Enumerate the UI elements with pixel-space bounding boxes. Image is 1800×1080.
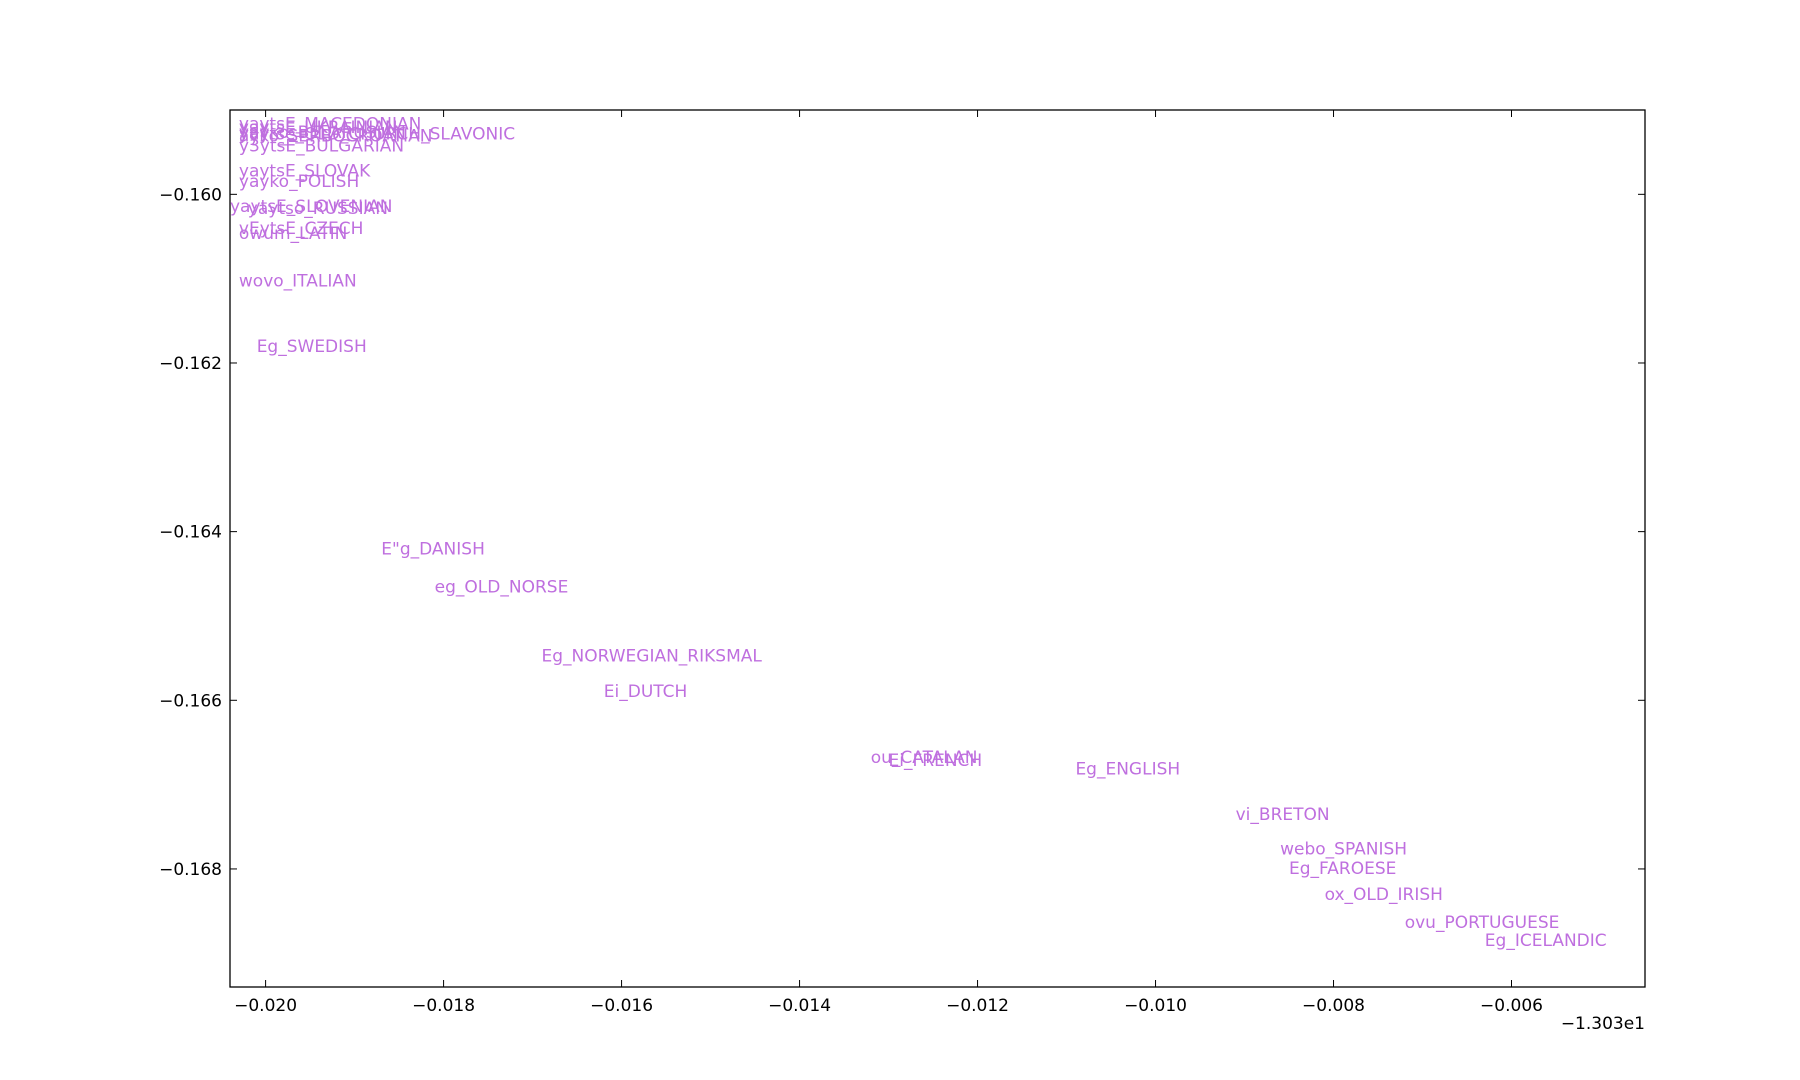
point-label: webo_SPANISH <box>1280 840 1407 860</box>
point-label: ayko_SERBOCROATIAN <box>239 126 433 146</box>
point-label: yaytso_RUSSIAN <box>248 199 388 219</box>
point-label: yaytsE_SLOVENIAN <box>230 197 393 217</box>
point-label: vEytsE_CZECH <box>239 219 364 239</box>
x-tick-label: −0.012 <box>946 996 1009 1016</box>
point-label: yaytsE_UKRAINIAN <box>239 118 398 138</box>
y-tick-label: −0.162 <box>159 354 222 374</box>
point-label: vi_BRETON <box>1236 805 1330 825</box>
x-offset-label: −1.303e1 <box>1561 1014 1645 1034</box>
point-label: owum_LATIN <box>239 224 347 244</box>
plot-area <box>229 109 1646 988</box>
point-label: ou_CATALAN <box>871 748 978 768</box>
x-tick-label: −0.008 <box>1302 996 1365 1016</box>
point-label: E"g_DANISH <box>381 540 485 560</box>
x-tick-label: −0.010 <box>1124 996 1187 1016</box>
point-label: yaytse_OLD_CHURCH_SLAVONIC <box>239 125 515 145</box>
y-tick-label: −0.160 <box>159 185 222 205</box>
point-label: Ei_FRENCH <box>889 751 983 771</box>
data-labels: yaytsE_MACEDONIANyaytsE_UKRAINIANyayko_B… <box>230 114 1607 950</box>
point-label: yaytsE_SLOVAK <box>239 162 371 182</box>
x-tick-label: −0.006 <box>1480 996 1543 1016</box>
point-label: Eg_ENGLISH <box>1075 760 1180 780</box>
y-tick-label: −0.168 <box>159 860 222 880</box>
point-label: Eg_NORWEGIAN_RIKSMAL <box>541 647 762 667</box>
point-label: ovu_PORTUGUESE <box>1405 913 1560 933</box>
x-tick-label: −0.014 <box>768 996 831 1016</box>
y-axis: −0.160 −0.162 −0.164 −0.166 −0.168 <box>159 185 1645 880</box>
point-label: wovo_ITALIAN <box>239 271 357 291</box>
point-label: Eg_SWEDISH <box>257 337 367 357</box>
x-tick-label: −0.016 <box>590 996 653 1016</box>
y-tick-label: −0.166 <box>159 691 222 711</box>
point-label: yaytsE_MACEDONIAN <box>239 114 421 134</box>
point-label: yayko_POLISH <box>239 172 359 192</box>
x-axis: −0.020 −0.018 −0.016 −0.014 −0.012 −0.010 −0.0… <box>234 110 1543 1016</box>
x-tick-label: −0.020 <box>234 996 297 1016</box>
point-label: Eg_FAROESE <box>1289 859 1396 879</box>
point-label: Eg_ICELANDIC <box>1485 931 1607 951</box>
point-label: eg_OLD_NORSE <box>435 577 569 597</box>
point-label: Ei_DUTCH <box>604 682 688 702</box>
point-label: y3ytsE_BULGARIAN <box>239 136 404 156</box>
point-label: yayko_BELARUSIAN <box>239 123 406 143</box>
y-tick-label: −0.164 <box>159 523 222 543</box>
point-label: ox_OLD_IRISH <box>1325 885 1443 905</box>
x-tick-label: −0.018 <box>412 996 475 1016</box>
